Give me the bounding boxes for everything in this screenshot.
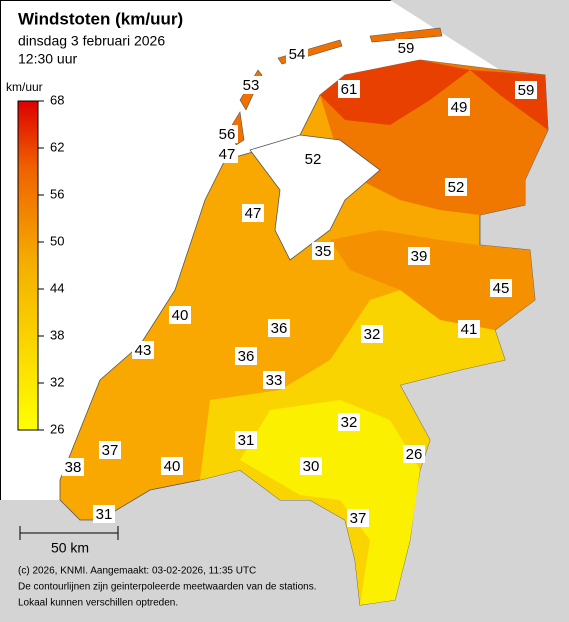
legend-tick-label: 56	[50, 186, 64, 201]
zone-44	[330, 230, 535, 330]
station-box	[62, 458, 84, 476]
station-box	[216, 125, 238, 143]
station-box	[338, 413, 360, 431]
footer-line: (c) 2026, KNMI. Aangemaakt: 03-02-2026, …	[18, 566, 256, 577]
legend-tick-label: 50	[50, 233, 64, 248]
station-box	[361, 325, 383, 343]
station-value: 47	[245, 205, 262, 222]
footer-line: Lokaal kunnen verschillen optreden.	[18, 598, 178, 609]
station-value: 59	[518, 82, 535, 99]
ijsselmeer	[249, 134, 381, 261]
station-box	[132, 341, 154, 359]
station-box	[169, 306, 191, 324]
station-value: 36	[238, 348, 255, 365]
station-box	[312, 242, 334, 260]
station-value: 49	[451, 99, 468, 116]
station-value: 39	[411, 248, 428, 265]
station-box	[408, 247, 430, 265]
legend-tick-label: 38	[50, 327, 64, 342]
legend-tick-label: 44	[50, 280, 64, 295]
station-box	[161, 457, 183, 475]
scale-label: 50 km	[51, 540, 89, 556]
station-value: 32	[364, 326, 381, 343]
title: Windstoten (km/uur)	[18, 9, 183, 28]
station-value: 52	[448, 179, 465, 196]
station-value: 30	[303, 458, 320, 475]
footer-line: De contourlijnen zijn geinterpoleerde me…	[18, 582, 317, 593]
station-value: 35	[315, 243, 332, 260]
station-value: 43	[135, 342, 152, 359]
subtitle: dinsdag 3 februari 2026	[18, 33, 165, 49]
station-box	[302, 150, 324, 168]
station-value: 56	[219, 126, 236, 143]
stations: 54 59 53 61 49 59 56 47 52 52 47 35 39 45 40 36 32 41 43 36…	[62, 39, 537, 527]
station-value: 40	[164, 458, 181, 475]
station-value: 41	[461, 321, 478, 338]
station-box	[93, 505, 115, 523]
station-value: 32	[341, 414, 358, 431]
station-box	[263, 371, 285, 389]
station-box	[445, 178, 467, 196]
station-box	[403, 445, 425, 463]
station-box	[235, 431, 257, 449]
time: 12:30 uur	[18, 51, 77, 67]
station-box	[99, 441, 121, 459]
station-box	[300, 457, 322, 475]
station-box	[268, 319, 290, 337]
colorbar	[17, 100, 39, 431]
station-box	[235, 347, 257, 365]
station-box	[490, 279, 512, 297]
station-value: 38	[65, 459, 82, 476]
legend-tick-label: 26	[50, 421, 64, 436]
station-box	[448, 98, 470, 116]
station-value: 52	[305, 151, 322, 168]
station-value: 45	[493, 280, 510, 297]
station-box	[216, 145, 238, 163]
station-value: 61	[341, 81, 358, 98]
legend-tick-label: 68	[50, 92, 64, 107]
station-value: 31	[96, 506, 113, 523]
station-value: 31	[238, 432, 255, 449]
zone-60	[320, 60, 548, 130]
station-box	[395, 39, 417, 57]
legend: 68 62 56 50 44 38 32 26	[38, 92, 64, 436]
station-value: 37	[350, 510, 367, 527]
station-value: 47	[219, 146, 236, 163]
station-box	[242, 204, 264, 222]
legend-unit: km/uur	[6, 80, 43, 94]
station-box	[240, 76, 262, 94]
station-value: 40	[172, 307, 189, 324]
station-box	[286, 45, 308, 63]
station-value: 37	[102, 442, 119, 459]
station-box	[347, 509, 369, 527]
station-value: 36	[271, 320, 288, 337]
station-box	[458, 320, 480, 338]
zone-28	[240, 400, 420, 605]
station-value: 59	[398, 40, 415, 57]
station-value: 26	[406, 446, 423, 463]
legend-tick-label: 62	[50, 139, 64, 154]
station-box	[515, 81, 537, 99]
station-value: 54	[289, 46, 306, 63]
station-box	[338, 80, 360, 98]
station-value: 33	[266, 372, 283, 389]
station-value: 53	[243, 77, 260, 94]
wadden-islands	[231, 27, 443, 146]
legend-tick-label: 32	[50, 374, 64, 389]
